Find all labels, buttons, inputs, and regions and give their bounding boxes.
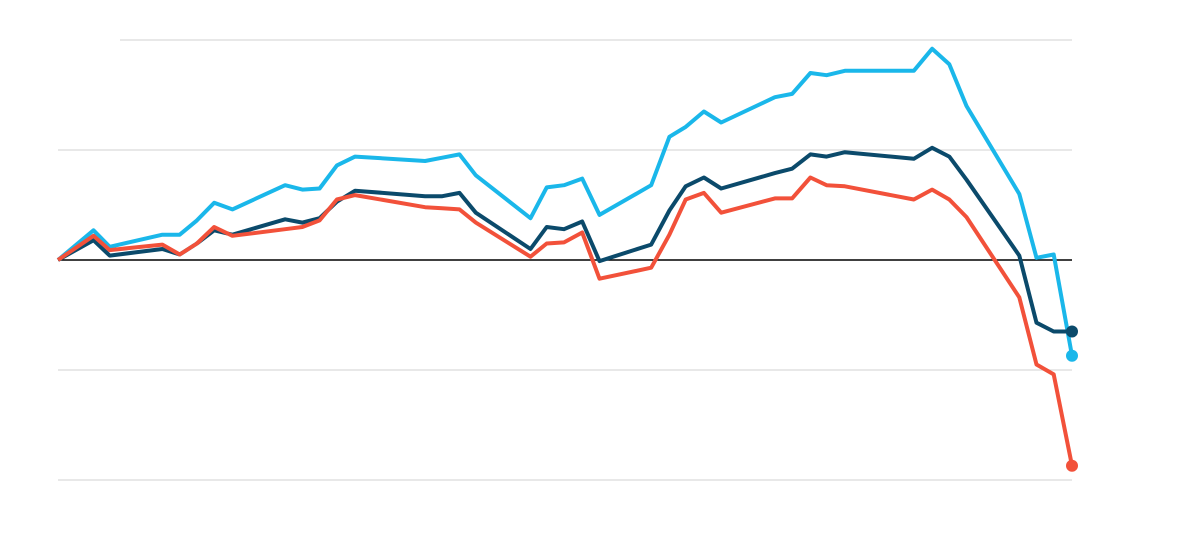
end-dot — [1066, 459, 1078, 472]
series-line — [56, 175, 1074, 467]
end-dot — [1066, 349, 1078, 362]
end-dot — [1066, 325, 1078, 338]
series-line — [56, 46, 1074, 357]
